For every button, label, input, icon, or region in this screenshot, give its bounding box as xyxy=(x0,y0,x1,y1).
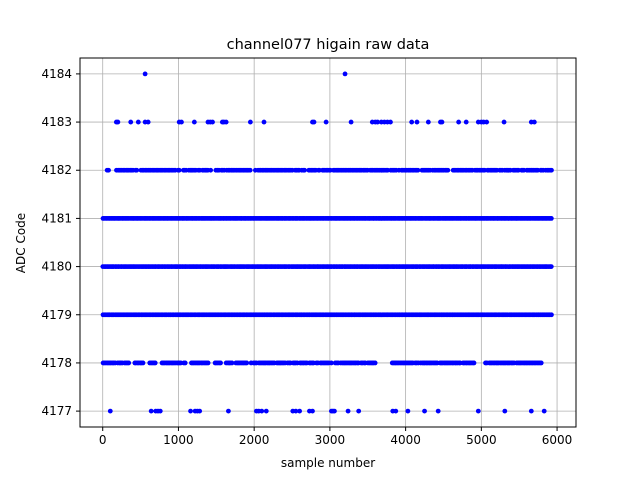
data-point xyxy=(302,167,307,173)
x-tick-label: 1000 xyxy=(163,433,194,447)
data-point xyxy=(388,119,393,125)
data-point xyxy=(323,119,329,125)
data-point xyxy=(549,167,554,173)
y-axis-label: ADC Code xyxy=(14,213,28,273)
data-point xyxy=(157,408,163,414)
y-tick-label: 4180 xyxy=(41,260,72,274)
data-point xyxy=(297,408,302,414)
y-tick-label: 4181 xyxy=(41,211,72,225)
data-point xyxy=(501,119,507,125)
data-point xyxy=(348,119,354,125)
data-point xyxy=(328,360,334,366)
x-tick-label: 2000 xyxy=(239,433,270,447)
data-point xyxy=(435,408,441,414)
data-point xyxy=(541,408,547,414)
data-point xyxy=(475,408,481,414)
data-point xyxy=(247,167,253,173)
data-point xyxy=(197,408,203,414)
x-tick-label: 0 xyxy=(99,433,107,447)
y-tick-label: 4183 xyxy=(41,115,72,129)
data-point xyxy=(549,312,554,318)
data-point xyxy=(263,408,269,414)
data-point xyxy=(356,408,362,414)
data-point xyxy=(210,119,215,125)
data-point xyxy=(463,119,469,125)
axis-ticks: 0 1000 2000 3000 4000 5000 6000 4177 4178 4179 418… xyxy=(41,67,572,447)
data-point xyxy=(548,264,554,269)
data-point xyxy=(548,216,554,221)
data-point xyxy=(311,119,317,125)
data-point xyxy=(135,119,141,125)
data-point xyxy=(528,408,534,414)
data-point xyxy=(332,408,337,414)
x-axis-label: sample number xyxy=(281,456,375,470)
data-point xyxy=(229,360,235,366)
data-point xyxy=(152,360,158,366)
data-point xyxy=(261,119,267,125)
data-point xyxy=(456,119,462,125)
y-tick-label: 4177 xyxy=(41,404,72,418)
data-point xyxy=(409,119,415,125)
data-point xyxy=(179,119,184,125)
data-point xyxy=(502,408,508,414)
y-tick-label: 4178 xyxy=(41,356,72,370)
data-point xyxy=(145,119,151,125)
data-point xyxy=(205,360,211,366)
data-point xyxy=(484,119,490,125)
data-point xyxy=(191,119,197,125)
plot-frame xyxy=(79,57,577,428)
grid-layer xyxy=(80,58,576,427)
chart-title: channel077 higain raw data xyxy=(227,37,430,53)
data-point xyxy=(342,71,348,77)
data-point xyxy=(372,360,378,366)
data-point xyxy=(126,360,132,366)
data-point xyxy=(259,408,265,414)
data-point xyxy=(445,167,451,173)
data-point xyxy=(471,360,477,366)
data-point xyxy=(134,167,140,173)
data-point xyxy=(415,167,421,173)
data-point xyxy=(425,119,431,125)
data-point xyxy=(128,119,134,125)
data-point xyxy=(142,71,148,77)
x-tick-label: 4000 xyxy=(390,433,421,447)
data-point xyxy=(247,119,253,125)
data-point xyxy=(148,408,154,414)
data-point xyxy=(405,408,411,414)
data-point xyxy=(345,408,351,414)
data-point xyxy=(422,408,427,414)
data-point xyxy=(176,167,182,173)
data-point xyxy=(538,360,544,366)
data-point xyxy=(218,360,223,366)
x-tick-label: 6000 xyxy=(542,433,573,447)
x-tick-label: 5000 xyxy=(466,433,497,447)
data-point xyxy=(208,167,214,173)
data-point xyxy=(531,119,537,125)
data-point xyxy=(226,408,231,414)
data-point xyxy=(223,119,229,125)
data-point xyxy=(375,119,380,125)
y-tick-label: 4179 xyxy=(41,308,72,322)
data-point xyxy=(115,119,121,125)
data-point xyxy=(293,408,299,414)
data-point xyxy=(140,360,146,366)
y-tick-label: 4182 xyxy=(41,163,72,177)
data-point xyxy=(439,119,445,125)
y-tick-label: 4184 xyxy=(41,67,72,81)
data-point xyxy=(244,360,250,366)
data-point xyxy=(188,408,193,414)
x-tick-label: 3000 xyxy=(315,433,346,447)
data-point xyxy=(182,360,188,366)
data-point xyxy=(310,408,315,414)
data-point xyxy=(106,167,111,173)
data-points xyxy=(100,71,554,414)
data-point xyxy=(107,408,113,414)
data-point xyxy=(414,119,420,125)
data-point xyxy=(393,408,399,414)
